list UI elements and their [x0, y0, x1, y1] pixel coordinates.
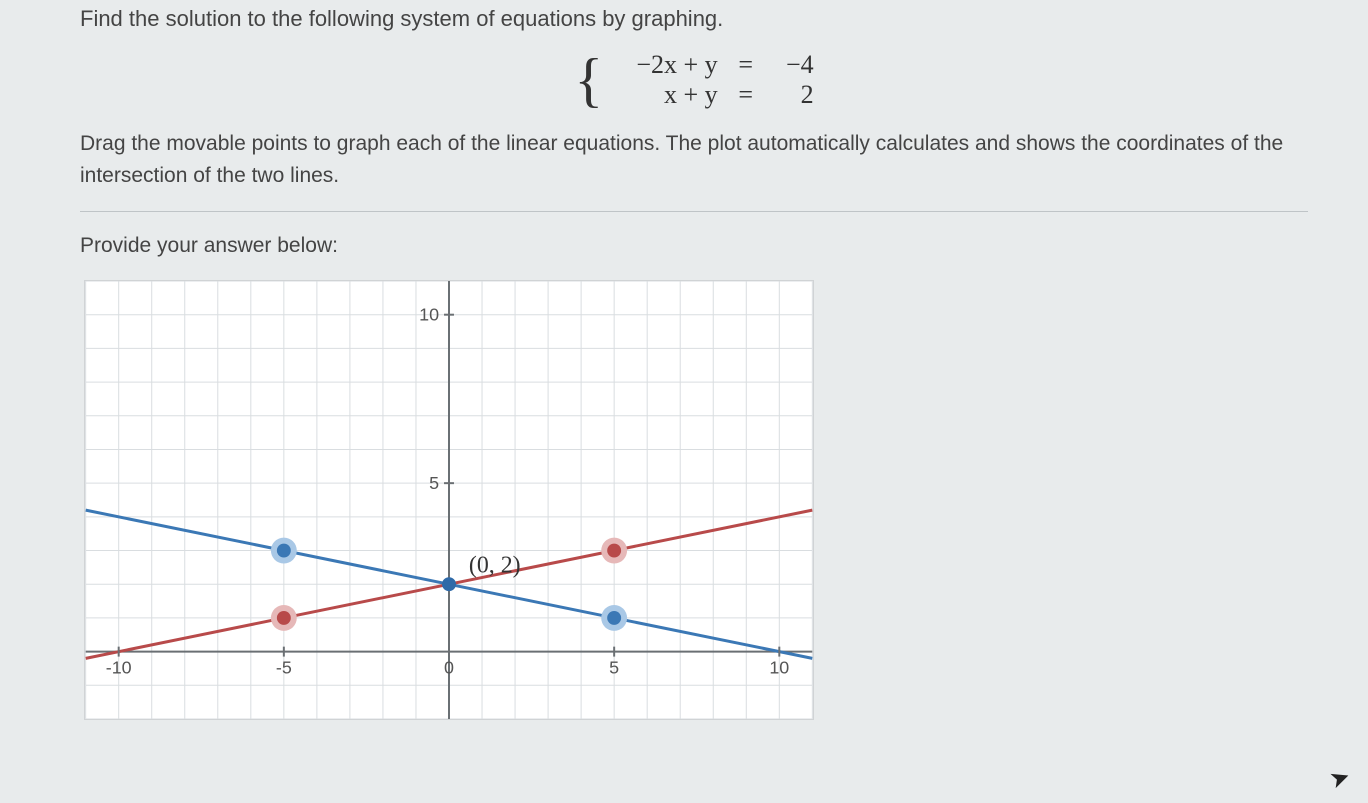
- graph-canvas[interactable]: -10 -5 0 5 10 5 10 (0, 2): [84, 280, 814, 720]
- graph-svg[interactable]: -10 -5 0 5 10 5 10 (0, 2): [85, 281, 813, 719]
- intersection-label: (0, 2): [469, 552, 521, 578]
- section-divider: [80, 211, 1308, 212]
- x-tick-label: 10: [769, 658, 789, 678]
- red-pt-2[interactable]: [607, 544, 621, 558]
- equation-system: { −2x + y = −4 x + y = 2: [80, 50, 1308, 110]
- y-tick-label: 10: [419, 305, 439, 325]
- question-title: Find the solution to the following syste…: [80, 6, 1308, 32]
- y-tick-label: 5: [429, 473, 439, 493]
- x-tick-label: -5: [276, 658, 292, 678]
- eq1-lhs: −2x + y: [618, 50, 718, 80]
- instruction-text: Drag the movable points to graph each of…: [80, 128, 1308, 191]
- eq1-equals: =: [736, 50, 756, 80]
- cursor-icon: ➤: [1326, 761, 1355, 795]
- blue-pt-2[interactable]: [607, 611, 621, 625]
- x-tick-label: -10: [106, 658, 132, 678]
- brace-icon: {: [574, 50, 603, 110]
- blue-pt-1[interactable]: [277, 544, 291, 558]
- eq2-rhs: 2: [774, 80, 814, 110]
- red-pt-1[interactable]: [277, 611, 291, 625]
- eq2-lhs: x + y: [618, 80, 718, 110]
- x-tick-label: 5: [609, 658, 619, 678]
- answer-label: Provide your answer below:: [80, 234, 1308, 258]
- intersection-point: [442, 577, 456, 591]
- x-tick-label: 0: [444, 658, 454, 678]
- eq1-rhs: −4: [774, 50, 814, 80]
- eq2-equals: =: [736, 80, 756, 110]
